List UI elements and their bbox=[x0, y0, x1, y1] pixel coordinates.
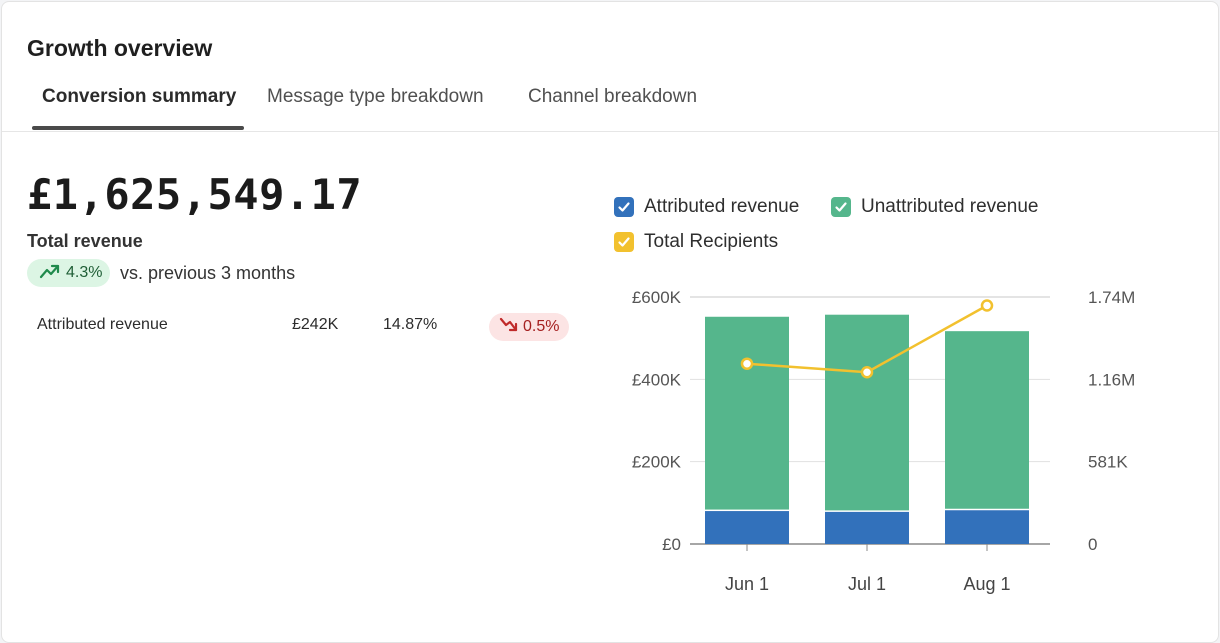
legend-label: Total Recipients bbox=[644, 231, 779, 252]
legend-unattributed-revenue[interactable]: Unattributed revenue bbox=[831, 196, 1038, 218]
revenue-change-badge: 4.3% bbox=[27, 259, 111, 287]
total-revenue-label: Total revenue bbox=[27, 231, 143, 251]
checkbox-checked-icon[interactable] bbox=[614, 197, 634, 217]
checkbox-checked-icon[interactable] bbox=[614, 232, 634, 252]
x-tick-label: Jun 1 bbox=[725, 574, 769, 594]
tab-channel-breakdown[interactable]: Channel breakdown bbox=[528, 86, 698, 107]
point-total-recipients bbox=[980, 299, 994, 312]
card-title: Growth overview bbox=[27, 35, 213, 61]
bar-unattributed-revenue bbox=[945, 331, 1029, 509]
attributed-revenue-label: Attributed revenue bbox=[37, 316, 168, 333]
bar-attributed-revenue bbox=[705, 511, 789, 544]
y-left-tick-label: £400K bbox=[632, 370, 682, 389]
y-right-tick-label: 0 bbox=[1088, 535, 1097, 554]
revenue-change-value: 4.3% bbox=[66, 264, 103, 281]
x-tick-label: Jul 1 bbox=[848, 574, 886, 594]
checkbox-checked-icon[interactable] bbox=[831, 197, 851, 217]
y-left-tick-label: £200K bbox=[632, 453, 682, 472]
x-tick-label: Aug 1 bbox=[963, 574, 1010, 594]
revenue-chart: £0 £200K £400K £600K 0 581K 1.16M 1.74M Jun 1 Jul… bbox=[632, 288, 1135, 594]
tab-conversion-summary[interactable]: Conversion summary bbox=[42, 86, 237, 107]
attributed-revenue-amount: £242K bbox=[292, 316, 339, 333]
point-total-recipients bbox=[860, 365, 874, 379]
tab-message-type-breakdown[interactable]: Message type breakdown bbox=[267, 86, 484, 107]
y-right-tick-label: 1.16M bbox=[1088, 370, 1135, 389]
bar-attributed-revenue bbox=[945, 510, 1029, 544]
y-left-tick-label: £0 bbox=[662, 535, 681, 554]
active-tab-indicator bbox=[32, 126, 244, 130]
bar-unattributed-revenue bbox=[825, 314, 909, 511]
legend-label: Unattributed revenue bbox=[861, 196, 1039, 217]
attributed-change-value: 0.5% bbox=[523, 318, 560, 335]
y-left-tick-label: £600K bbox=[632, 288, 682, 307]
attributed-revenue-share: 14.87% bbox=[383, 316, 438, 333]
bar-attributed-revenue bbox=[825, 511, 909, 544]
trend-up-icon bbox=[39, 262, 61, 285]
tab-bar: Conversion summary Message type breakdow… bbox=[2, 80, 1218, 132]
legend-label: Attributed revenue bbox=[644, 196, 800, 217]
total-revenue-value: £1,625,549.17 bbox=[27, 170, 363, 219]
attributed-change-badge: 0.5% bbox=[489, 313, 570, 341]
legend-total-recipients[interactable]: Total Recipients bbox=[614, 231, 778, 253]
point-total-recipients bbox=[740, 357, 754, 370]
bar-unattributed-revenue bbox=[705, 316, 789, 510]
legend-attributed-revenue[interactable]: Attributed revenue bbox=[614, 196, 799, 218]
comparison-text: vs. previous 3 months bbox=[120, 263, 296, 283]
y-right-tick-label: 581K bbox=[1088, 453, 1128, 472]
trend-down-icon bbox=[499, 316, 519, 339]
y-right-tick-label: 1.74M bbox=[1088, 288, 1135, 307]
